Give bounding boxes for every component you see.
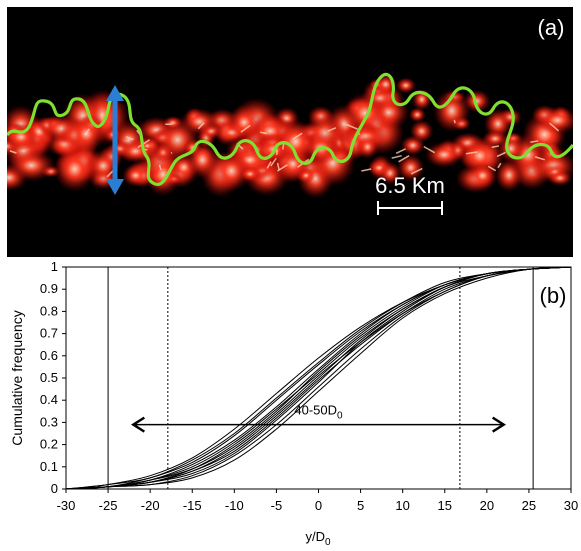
- y-tick-label: 0: [51, 481, 58, 496]
- panel-a-label: (a): [538, 15, 565, 40]
- flame-blob: [343, 92, 388, 133]
- scale-bar-label: 6.5 Km: [375, 173, 445, 198]
- flame-blob: [54, 147, 96, 192]
- flame-texture: [7, 73, 573, 198]
- y-tick-label: 0.8: [40, 303, 58, 318]
- x-tick-label: -20: [141, 498, 160, 513]
- flame-blob: [227, 105, 262, 139]
- y-tick-label: 0.1: [40, 459, 58, 474]
- cumulative-frequency-chart: 0 0.1 0.2 0.3 0.4 0.5 0.6 0.7 0.8 0.9 1 -30 -25 -20 -…: [0, 258, 581, 546]
- y-tick-label: 0.9: [40, 281, 58, 296]
- annotation-label-subscript: 0: [337, 411, 343, 422]
- x-tick-label: 20: [480, 498, 494, 513]
- x-axis-label-main: y/D: [305, 529, 325, 544]
- x-tick-label: -25: [99, 498, 118, 513]
- panel-b-label: (b): [540, 283, 567, 308]
- flame-blob: [8, 149, 56, 181]
- flame-blob: [356, 135, 378, 159]
- annotation-label-main: 40-50D: [294, 403, 337, 418]
- flame-blob: [239, 166, 260, 181]
- flame-blob: [482, 130, 507, 148]
- x-tick-label: -30: [57, 498, 76, 513]
- plume-image: 6.5 Km (a): [7, 7, 573, 257]
- x-tick-label: -10: [225, 498, 244, 513]
- y-tick-label: 0.7: [40, 326, 58, 341]
- x-tick-label: 0: [315, 498, 322, 513]
- y-tick-label: 0.3: [40, 414, 58, 429]
- x-axis-label-subscript: 0: [325, 537, 331, 546]
- flame-blob: [425, 142, 463, 168]
- x-tick-label: 10: [395, 498, 409, 513]
- flame-streak: [454, 120, 455, 123]
- flame-blob: [548, 170, 572, 186]
- flame-blob: [410, 120, 433, 143]
- y-tick-label: 1: [51, 259, 58, 274]
- flame-streak: [392, 156, 402, 158]
- x-tick-label: 25: [522, 498, 536, 513]
- flame-blob: [468, 163, 497, 189]
- y-tick-label: 0.6: [40, 348, 58, 363]
- chart-svg: 0 0.1 0.2 0.3 0.4 0.5 0.6 0.7 0.8 0.9 1 -30 -25 -20 -…: [0, 258, 581, 546]
- plume-image-panel: 6.5 Km (a): [7, 7, 573, 257]
- x-tick-label: 30: [564, 498, 578, 513]
- y-tick-label: 0.5: [40, 370, 58, 385]
- x-tick-label: 15: [438, 498, 452, 513]
- x-axis-label: y/D0: [305, 529, 331, 546]
- x-tick-label: 5: [357, 498, 364, 513]
- flame-blob: [396, 77, 416, 93]
- flame-blob: [163, 116, 183, 130]
- flame-blob: [180, 108, 218, 135]
- x-tick-label: -15: [183, 498, 202, 513]
- y-axis-label: Cumulative frequency: [9, 310, 25, 445]
- y-tick-label: 0.4: [40, 392, 58, 407]
- y-tick-label: 0.2: [40, 437, 58, 452]
- x-tick-label: -5: [271, 498, 283, 513]
